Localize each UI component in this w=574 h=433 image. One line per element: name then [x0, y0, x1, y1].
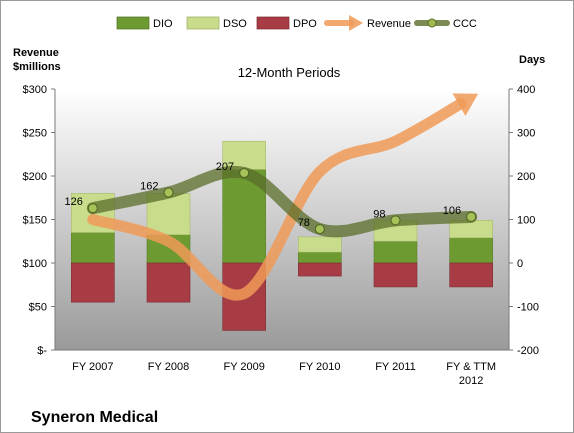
- right-tick-label: 100: [517, 215, 535, 227]
- bar-dpo: [373, 262, 418, 288]
- lines-layer: [86, 93, 479, 301]
- left-tick-label: $100: [23, 258, 47, 270]
- left-tick-label: $300: [23, 84, 47, 96]
- x-tick-label: FY 2011: [375, 361, 416, 373]
- legend-label-dio: DIO: [153, 18, 173, 30]
- bar-dio: [449, 237, 493, 264]
- ccc-point: [239, 167, 250, 178]
- legend-swatch-dio: [116, 16, 150, 30]
- right-tick-label: 0: [517, 258, 523, 270]
- bar-dpo: [449, 262, 493, 288]
- bar-dio: [373, 240, 418, 264]
- company-name: Syneron Medical: [31, 409, 158, 426]
- ccc-data-label: 78: [298, 217, 310, 229]
- bar-dpo: [146, 262, 191, 303]
- ccc-point: [87, 203, 98, 214]
- x-tick-label: FY 2008: [148, 361, 189, 373]
- left-axis-title-line2: $millions: [13, 61, 61, 73]
- legend-label-ccc: CCC: [453, 18, 477, 30]
- x-tick-label: FY 2007: [72, 361, 113, 373]
- legend-label-revenue: Revenue: [367, 18, 411, 30]
- legend-label-dpo: DPO: [293, 18, 317, 30]
- legend-swatch-revenue: [324, 15, 363, 31]
- left-tick-label: $200: [23, 171, 47, 183]
- x-tick-label: FY & TTM 2012: [446, 361, 496, 387]
- legend-swatch-ccc: [414, 18, 450, 28]
- right-tick-label: -200: [517, 345, 539, 357]
- ccc-data-label: 126: [64, 196, 82, 208]
- left-axis-title-line1: Revenue: [13, 47, 59, 59]
- left-tick-label: $150: [23, 215, 47, 227]
- legend: DIO DSO DPO Revenue CCC: [116, 15, 477, 31]
- chart-title: 12-Month Periods: [238, 65, 341, 80]
- legend-swatch-dso: [186, 16, 220, 30]
- ccc-point: [163, 187, 174, 198]
- labels-layer: 126 162 207 78 98 106: [64, 161, 461, 229]
- right-axis-title: Days: [519, 54, 545, 66]
- bar-dpo: [71, 262, 115, 303]
- bar-dpo: [298, 262, 342, 277]
- x-tick-label: FY 2009: [223, 361, 264, 373]
- legend-swatch-dpo: [256, 16, 290, 30]
- ccc-data-label: 98: [373, 208, 385, 220]
- ccc-point: [466, 211, 477, 222]
- bar-dio: [298, 251, 342, 264]
- bar-dso: [222, 140, 266, 170]
- line-revenue: [87, 98, 467, 301]
- x-tick-label: FY 2010: [299, 361, 340, 373]
- right-tick-label: -100: [517, 302, 539, 314]
- right-tick-label: 400: [517, 84, 535, 96]
- ccc-data-label: 207: [216, 161, 234, 173]
- revenue-arrowhead: [452, 93, 479, 116]
- right-tick-label: 200: [517, 171, 535, 183]
- ccc-data-label: 106: [443, 205, 461, 217]
- ccc-point: [314, 224, 325, 235]
- left-tick-label: $50: [29, 302, 47, 314]
- bar-dso: [298, 236, 342, 253]
- axes-layer: $- $50 $100 $150 $200 $250 $300 -200 -100 0 100 200…: [23, 84, 540, 387]
- left-tick-label: $250: [23, 128, 47, 140]
- bars-layer: [71, 140, 493, 331]
- left-tick-label: $-: [37, 345, 47, 357]
- bar-dio: [71, 232, 115, 264]
- ccc-point: [390, 215, 401, 226]
- ccc-data-label: 162: [140, 181, 158, 193]
- right-tick-label: 300: [517, 128, 535, 140]
- legend-label-dso: DSO: [223, 18, 247, 30]
